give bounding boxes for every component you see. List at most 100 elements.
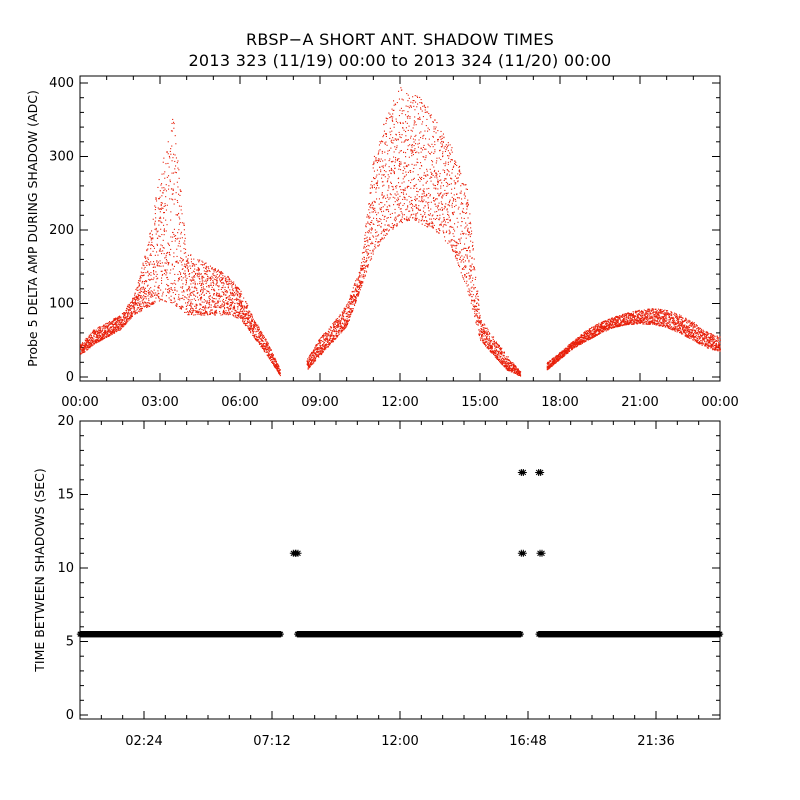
data-point (107, 336, 109, 338)
data-point (441, 140, 443, 142)
data-point (87, 340, 89, 342)
data-point (410, 202, 412, 204)
data-point (235, 310, 237, 312)
data-point (383, 184, 385, 186)
data-point (347, 320, 349, 322)
data-point (145, 296, 147, 298)
data-point (207, 306, 209, 308)
data-point (395, 138, 397, 140)
data-point (242, 318, 244, 320)
data-point (453, 199, 455, 201)
data-point (425, 174, 427, 176)
data-point (346, 304, 348, 306)
data-point (307, 363, 309, 365)
data-point (325, 343, 327, 345)
data-point (82, 348, 84, 350)
data-point (398, 182, 400, 184)
data-point (335, 331, 337, 333)
data-point (372, 251, 374, 253)
data-point (384, 143, 386, 145)
data-point (183, 252, 185, 254)
data-point (142, 275, 144, 277)
data-point (463, 212, 465, 214)
data-point (148, 293, 150, 295)
data-point (393, 126, 395, 128)
data-point (435, 229, 437, 231)
data-point (97, 330, 99, 332)
data-point (414, 196, 416, 198)
data-point (146, 250, 148, 252)
data-point (430, 171, 432, 173)
data-point (324, 339, 326, 341)
data-point (214, 268, 216, 270)
data-point (255, 324, 257, 326)
data-point (116, 317, 118, 319)
data-point (407, 148, 409, 150)
data-point (154, 228, 156, 230)
data-point (181, 291, 183, 293)
data-point (404, 140, 406, 142)
data-point (307, 367, 309, 369)
data-point (245, 323, 247, 325)
data-point (456, 251, 458, 253)
data-point (363, 267, 365, 269)
data-point (216, 306, 218, 308)
data-point (447, 142, 449, 144)
data-point (206, 301, 208, 303)
data-point (251, 327, 253, 329)
data-point (380, 233, 382, 235)
data-point (143, 291, 145, 293)
data-point (310, 354, 312, 356)
data-point (414, 149, 416, 151)
data-point (114, 332, 116, 334)
data-point (244, 315, 246, 317)
data-point (94, 333, 96, 335)
data-point (376, 169, 378, 171)
data-point (118, 322, 120, 324)
data-point (166, 151, 168, 153)
data-point (388, 229, 390, 231)
data-point (142, 291, 144, 293)
data-point (391, 223, 393, 225)
data-point (233, 299, 235, 301)
data-point (220, 271, 222, 273)
data-point (442, 213, 444, 215)
data-point (95, 336, 97, 338)
data-point (112, 320, 114, 322)
data-point (417, 143, 419, 145)
data-point (179, 189, 181, 191)
data-point (349, 297, 351, 299)
data-point (380, 142, 382, 144)
data-point (391, 120, 393, 122)
data-point (413, 120, 415, 122)
data-point (184, 270, 186, 272)
data-point (454, 240, 456, 242)
data-point (193, 290, 195, 292)
data-point (124, 313, 126, 315)
data-point (399, 195, 401, 197)
data-point (176, 304, 178, 306)
data-point (268, 354, 270, 356)
data-point (92, 337, 94, 339)
data-point (85, 340, 87, 342)
data-point (202, 314, 204, 316)
data-point (356, 286, 358, 288)
data-point (156, 251, 158, 253)
data-point (390, 161, 392, 163)
data-point (242, 306, 244, 308)
data-point (422, 196, 424, 198)
data-point (395, 159, 397, 161)
data-point (340, 323, 342, 325)
data-point (322, 335, 324, 337)
data-point (80, 348, 82, 350)
data-point (196, 311, 198, 313)
data-point (94, 332, 96, 334)
data-point (121, 325, 123, 327)
data-point (363, 251, 365, 253)
data-point (373, 200, 375, 202)
data-point (350, 303, 352, 305)
top-y-tick-label: 100 (49, 297, 74, 312)
data-point (381, 174, 383, 176)
data-point (251, 324, 253, 326)
data-point (411, 213, 413, 215)
